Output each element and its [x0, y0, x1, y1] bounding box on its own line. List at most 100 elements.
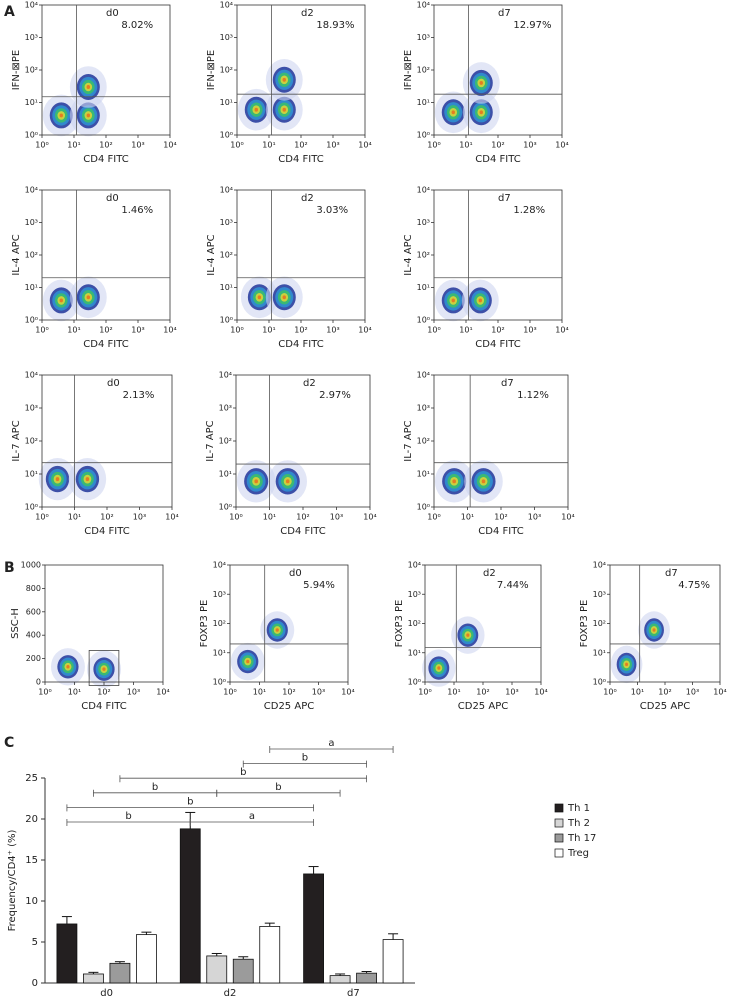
y-tick-label: 10¹ — [219, 470, 232, 479]
x-tick-label: 10¹ — [67, 326, 80, 335]
y-tick-label: 10⁰ — [219, 503, 232, 512]
bar — [329, 975, 351, 984]
cell-population — [652, 628, 656, 632]
quadrant-percent: 1.28% — [513, 205, 545, 216]
y-tick-label: 10¹ — [417, 470, 430, 479]
x-tick-label: 10² — [99, 141, 112, 150]
y-tick-label: 10³ — [417, 33, 430, 42]
y-tick-label: 10³ — [417, 404, 430, 413]
significance-label: a — [249, 811, 255, 822]
x-tick-label: 10⁴ — [534, 688, 547, 697]
y-tick-label: 10³ — [25, 218, 38, 227]
sample-day: d0 — [289, 568, 302, 579]
cell-population — [257, 295, 262, 300]
x-tick-label: 10³ — [131, 141, 144, 150]
x-tick-label: 10¹ — [263, 513, 276, 522]
cell-population — [59, 113, 63, 118]
y-tick-label: 10³ — [417, 218, 430, 227]
y-tick-label: 10² — [408, 619, 421, 628]
sample-day: d2 — [483, 568, 496, 579]
y-tick-label: 10³ — [220, 218, 233, 227]
significance-label: b — [240, 767, 246, 778]
y-tick-label: 10³ — [220, 33, 233, 42]
x-axis-label: CD4 FITC — [278, 154, 323, 165]
x-tick-label: 10³ — [505, 688, 518, 697]
cell-population — [254, 479, 258, 484]
bar — [109, 962, 131, 984]
cell-population — [246, 659, 250, 664]
x-tick-label: 10⁰ — [418, 688, 431, 697]
y-tick-label: 10¹ — [25, 98, 38, 107]
y-tick-label: 0 — [32, 978, 38, 989]
legend-label: Th 2 — [567, 818, 590, 829]
cell-population — [282, 107, 286, 112]
y-tick-label: 400 — [26, 631, 41, 640]
y-tick-label: 10⁰ — [417, 503, 430, 512]
quadrant-percent: 8.02% — [121, 20, 153, 31]
y-axis-label: FOXP3 PE — [394, 600, 405, 648]
sample-day: d0 — [106, 193, 119, 204]
y-tick-label: 10² — [417, 437, 430, 446]
x-tick-label: 10⁴ — [165, 513, 178, 522]
cell-population — [55, 477, 60, 482]
y-axis-label: IL-7 APC — [205, 420, 216, 461]
y-tick-label: 10¹ — [593, 648, 606, 657]
cell-population — [481, 479, 486, 484]
y-tick-label: 10² — [25, 437, 38, 446]
y-axis-label: FOXP3 PE — [199, 600, 210, 648]
x-axis-label: CD4 FITC — [475, 154, 520, 165]
y-tick-label: 10⁴ — [25, 1, 38, 10]
cell-population — [282, 295, 286, 300]
y-tick-label: 10³ — [593, 590, 606, 599]
y-tick-label: 10⁴ — [417, 371, 430, 380]
x-tick-label: 10¹ — [459, 141, 472, 150]
x-tick-label: 10² — [97, 688, 110, 697]
x-tick-label: 10¹ — [631, 688, 644, 697]
y-tick-label: 10¹ — [213, 648, 226, 657]
y-tick-label: 10² — [417, 251, 430, 260]
y-tick-label: 10¹ — [220, 283, 233, 292]
y-axis-label: IL-4 APC — [206, 234, 217, 275]
y-axis-label: Frequency/CD4⁺ (%) — [7, 829, 18, 931]
cell-population — [85, 477, 90, 482]
cell-population — [479, 80, 483, 85]
significance-label: b — [302, 753, 308, 764]
x-tick-label: 10⁰ — [603, 688, 616, 697]
x-tick-label: 10² — [100, 513, 113, 522]
cell-population — [285, 479, 290, 484]
cell-population — [275, 628, 279, 632]
gate — [88, 650, 120, 686]
legend-label: Th 1 — [567, 803, 590, 814]
x-tick-label: 10⁰ — [38, 688, 51, 697]
x-tick-label: 10² — [294, 141, 307, 150]
x-tick-label: d0 — [100, 988, 113, 999]
x-axis-label: CD4 FITC — [278, 339, 323, 350]
panel-label: A — [4, 4, 15, 20]
quadrant-percent: 1.12% — [517, 390, 549, 401]
x-tick-label: 10¹ — [262, 141, 275, 150]
y-tick-label: 10² — [25, 66, 38, 75]
sample-day: d0 — [106, 8, 119, 19]
y-tick-label: 10¹ — [417, 98, 430, 107]
x-tick-label: 10² — [282, 688, 295, 697]
bar — [56, 923, 78, 984]
quadrant-percent: 4.75% — [678, 580, 710, 591]
significance-label: b — [187, 796, 193, 807]
x-tick-label: 10² — [99, 326, 112, 335]
x-tick-label: 10³ — [686, 688, 699, 697]
x-axis-label: CD25 APC — [640, 701, 690, 712]
x-tick-label: 10² — [491, 141, 504, 150]
bar — [303, 873, 324, 984]
x-axis-label: CD4 FITC — [81, 701, 126, 712]
y-axis-label: SSC-H — [10, 608, 21, 639]
sample-day: d0 — [107, 378, 120, 389]
y-axis-label: FOXP3 PE — [579, 600, 590, 648]
x-tick-label: 10² — [658, 688, 671, 697]
y-tick-label: 10⁴ — [213, 561, 226, 570]
x-tick-label: 10⁴ — [363, 513, 376, 522]
x-tick-label: 10⁴ — [341, 688, 354, 697]
y-tick-label: 10⁴ — [408, 561, 421, 570]
x-tick-label: 10¹ — [68, 688, 81, 697]
y-tick-label: 10⁰ — [417, 131, 430, 140]
